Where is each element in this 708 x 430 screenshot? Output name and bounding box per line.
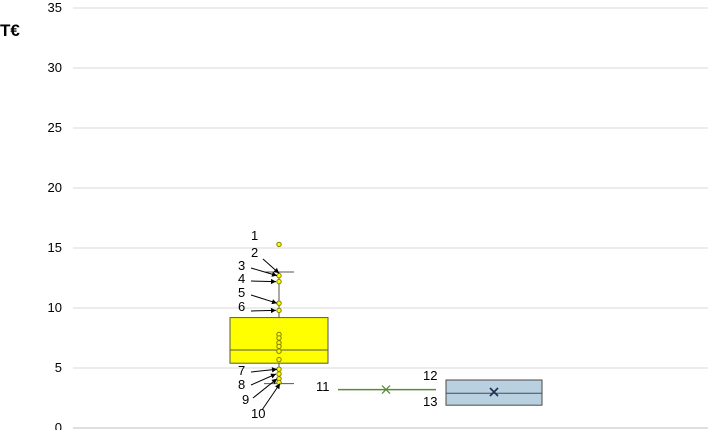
annotation-arrowhead [271, 378, 277, 384]
annotation-label: 11 [316, 379, 330, 394]
annotation-label: 3 [238, 258, 245, 273]
annotation-arrowhead [271, 299, 277, 305]
annotation-arrowhead [273, 267, 279, 274]
unit-label: T€ [0, 21, 20, 40]
y-tick-label: 5 [55, 360, 62, 375]
data-point [276, 278, 282, 285]
data-point [276, 379, 282, 386]
data-point [276, 343, 282, 350]
annotation-arrowhead [270, 307, 276, 314]
gridlines [73, 7, 708, 429]
annotation-arrowhead [271, 367, 277, 373]
data-point [276, 371, 282, 377]
data-point [276, 335, 282, 341]
data-point [276, 241, 282, 248]
data-point [276, 272, 282, 279]
plot-area [229, 241, 543, 406]
data-point [276, 307, 282, 314]
annotation-label: 5 [238, 285, 245, 300]
annotation-arrow-line [261, 383, 281, 411]
y-tick-label: 20 [48, 180, 62, 195]
y-tick-label: 35 [48, 0, 62, 15]
data-point [276, 348, 282, 354]
y-tick-label: 0 [55, 420, 62, 430]
annotation-arrowhead [270, 373, 276, 379]
annotation-label: 2 [251, 245, 258, 260]
annotation-label: 6 [238, 299, 245, 314]
y-tick-label: 15 [48, 240, 62, 255]
annotation-label: 13 [423, 394, 437, 409]
annotation-arrowhead [275, 383, 280, 390]
annotation-label: 10 [251, 406, 265, 421]
annotation-arrowhead [270, 278, 276, 285]
y-tick-label: 25 [48, 120, 62, 135]
data-point [276, 356, 282, 363]
annotation-label: 9 [242, 392, 249, 407]
y-tick-label: 30 [48, 60, 62, 75]
data-point [276, 300, 282, 306]
box-2-mean-marker [381, 385, 391, 395]
annotation-label: 7 [238, 363, 245, 378]
y-tick-label: 10 [48, 300, 62, 315]
annotation-arrowhead [271, 271, 277, 277]
annotation-label: 1 [251, 228, 258, 243]
annotation-label: 4 [238, 271, 245, 286]
annotation-label: 8 [238, 377, 245, 392]
y-tick-labels: 0 5 10 15 20 25 30 35 [48, 0, 62, 430]
annotation-arrow-line [252, 378, 278, 399]
annotation-label: 12 [423, 368, 437, 383]
data-point [276, 366, 282, 372]
box-3-mean-marker [489, 387, 499, 397]
